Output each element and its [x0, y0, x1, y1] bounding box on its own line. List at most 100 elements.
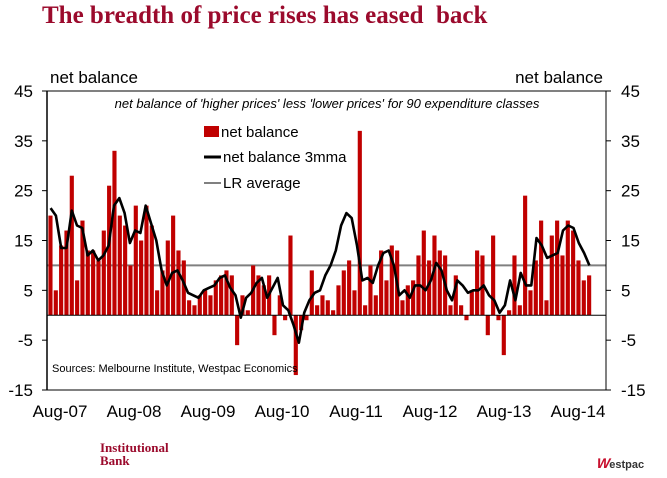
legend: net balance net balance 3mma LR average: [204, 124, 347, 192]
bar: [203, 290, 208, 316]
bar: [357, 130, 362, 316]
bar: [491, 235, 496, 316]
institutional-bank-logo: Institutional Bank: [100, 441, 169, 467]
bar: [229, 275, 234, 316]
bar: [363, 305, 368, 316]
bar: [517, 305, 522, 316]
y-tick-label-left: -15: [8, 381, 33, 400]
bar: [320, 295, 325, 316]
bar: [405, 285, 410, 316]
bar: [501, 315, 506, 356]
bar: [411, 280, 416, 316]
bar: [581, 280, 586, 316]
x-tick-label: Aug-13: [477, 402, 532, 421]
bar: [187, 300, 192, 316]
y-tick-label-right: 45: [621, 82, 640, 101]
bar: [347, 260, 352, 316]
bar: [549, 235, 554, 316]
bar: [331, 310, 336, 316]
bar: [117, 215, 122, 316]
y-tick-label-right: 35: [621, 132, 640, 151]
x-tick-label: Aug-11: [329, 402, 383, 421]
x-tick-label: Aug-07: [33, 402, 88, 421]
line-layer: [49, 196, 591, 345]
page-title: The breadth of price rises has eased bac…: [42, 2, 488, 29]
x-tick-label: Aug-14: [551, 402, 606, 421]
legend-label-lr-average: LR average: [223, 175, 301, 192]
bar: [69, 175, 74, 316]
x-tick-label: Aug-08: [107, 402, 162, 421]
bar: [352, 290, 357, 316]
bar: [539, 220, 544, 316]
y-axis-label-right: net balance: [515, 68, 603, 87]
bar: [587, 275, 592, 316]
bar: [379, 250, 384, 316]
y-tick-label-left: 15: [14, 232, 33, 251]
bar: [213, 280, 218, 316]
bar: [155, 290, 160, 316]
bar: [112, 150, 117, 316]
bar: [176, 250, 181, 316]
bar: [384, 280, 389, 316]
bar: [128, 265, 133, 316]
bar: [144, 205, 149, 316]
bar: [315, 305, 320, 316]
bar: [192, 305, 197, 316]
bar: [160, 270, 165, 316]
bar: [565, 220, 570, 316]
y-tick-label-left: 45: [14, 82, 33, 101]
bar: [107, 185, 112, 316]
bar: [421, 230, 426, 316]
y-tick-label-right: 5: [621, 281, 630, 300]
bar: [336, 285, 341, 316]
bar: [293, 315, 298, 376]
y-tick-label-right: -15: [621, 381, 646, 400]
bar: [235, 315, 240, 346]
bar: [133, 205, 138, 316]
bar: [224, 270, 229, 316]
bar: [304, 315, 309, 321]
bar: [544, 300, 549, 316]
bar: [469, 290, 474, 316]
bar: [165, 240, 170, 316]
bar: [197, 295, 202, 316]
bar: [91, 250, 96, 316]
bar: [512, 255, 517, 316]
bar: [576, 260, 581, 316]
y-tick-label-left: 35: [14, 132, 33, 151]
bar: [277, 295, 282, 316]
bar: [432, 235, 437, 316]
logo-line-2: Bank: [100, 453, 130, 468]
bar: [309, 270, 314, 316]
bar: [437, 250, 442, 316]
bar: [64, 230, 69, 316]
y-tick-label-left: 5: [24, 281, 33, 300]
bar: [368, 265, 373, 316]
bar: [219, 275, 224, 316]
legend-label-3mma: net balance 3mma: [223, 149, 347, 166]
series-line-3mma: [49, 196, 591, 345]
bar: [560, 255, 565, 316]
westpac-wordmark: estpac: [609, 459, 645, 471]
bar: [149, 225, 154, 316]
bar: [283, 315, 288, 321]
bar: [48, 215, 53, 316]
y-axis-label-left: net balance: [50, 68, 138, 87]
bar: [75, 280, 80, 316]
chart-subtitle: net balance of 'higher prices' less 'low…: [115, 96, 540, 111]
bar: [80, 220, 85, 316]
bar: [85, 250, 90, 316]
x-tick-label: Aug-09: [181, 402, 236, 421]
bar: [245, 310, 250, 316]
bar: [533, 260, 538, 316]
bar: [101, 230, 106, 316]
bar: [427, 260, 432, 316]
bar: [256, 275, 261, 316]
bar: [288, 235, 293, 316]
legend-label-net-balance: net balance: [221, 124, 299, 141]
y-tick-label-left: -5: [18, 331, 33, 350]
bars-layer: [48, 130, 592, 376]
bar: [181, 260, 186, 316]
